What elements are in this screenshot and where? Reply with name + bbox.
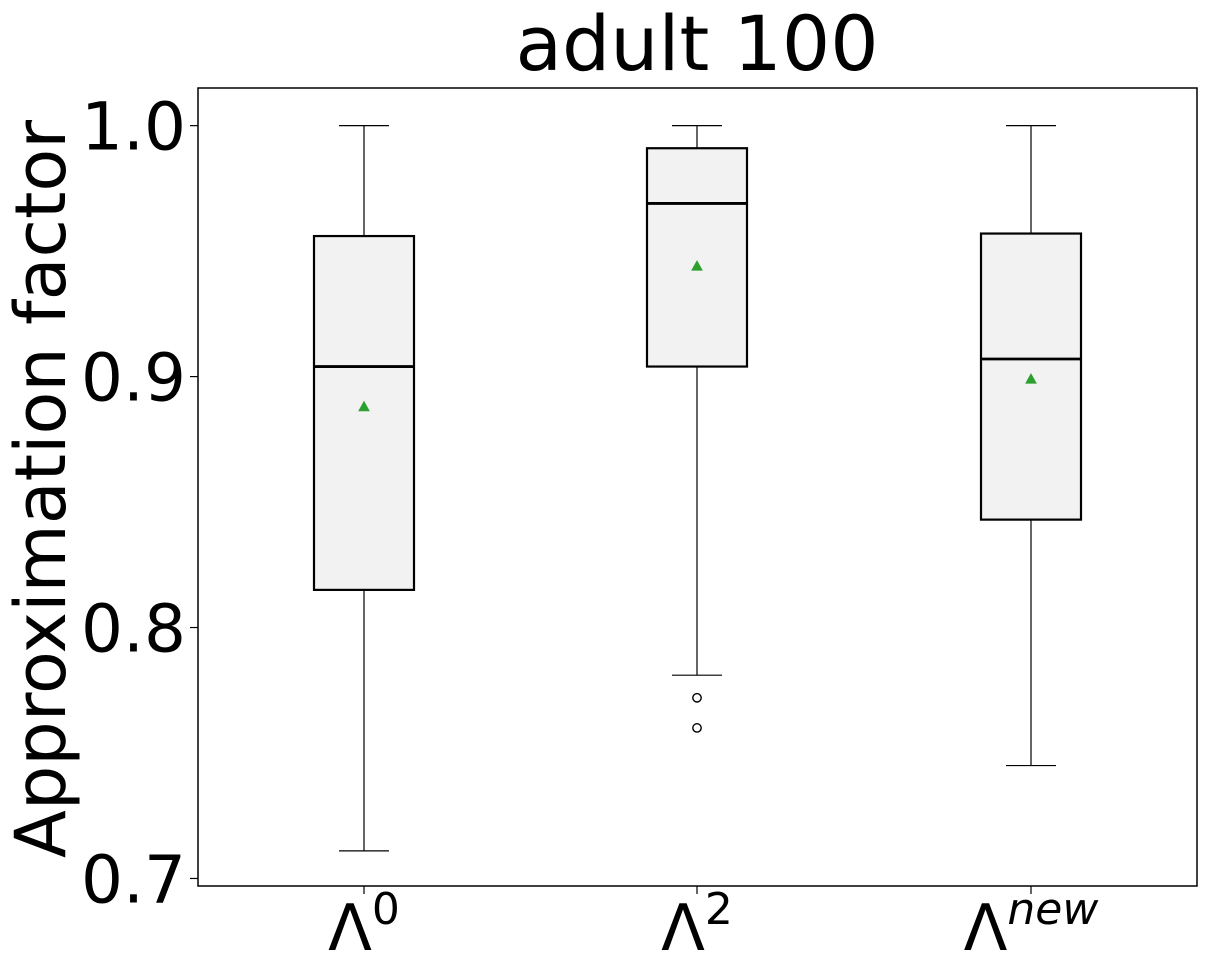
y-tick-label: 0.9 [81,340,186,417]
outlier-point [692,723,702,733]
chart-title: adult 100 [515,0,878,88]
mean-marker [358,400,370,412]
x-tick-label: Λnew [964,884,1100,966]
x-tick-label: Λ2 [661,884,733,966]
iqr-box [312,234,416,591]
x-tick-label: Λ0 [328,884,400,966]
box-0 [312,125,416,852]
y-tick-label: 0.8 [81,591,186,668]
box-2 [979,125,1083,767]
plot-area: 0.7 0.8 0.9 1.0 Λ0 Λ2 Λnew [81,87,1198,966]
y-axis-label: Approximation factor [0,120,82,858]
mean-marker [1025,373,1037,384]
box-1 [645,125,749,733]
outlier-point [692,692,702,703]
iqr-box [645,147,749,368]
y-tick-label: 1.0 [81,89,186,166]
y-tick-label: 0.7 [81,841,186,918]
mean-marker [691,260,703,271]
